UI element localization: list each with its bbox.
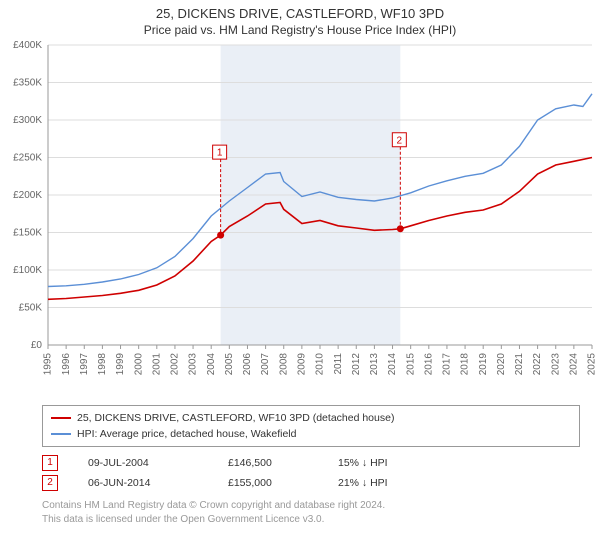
svg-text:2004: 2004 xyxy=(206,353,217,376)
svg-text:2017: 2017 xyxy=(442,353,453,376)
svg-text:£0: £0 xyxy=(31,340,43,351)
svg-text:2016: 2016 xyxy=(423,353,434,376)
svg-text:2011: 2011 xyxy=(333,353,344,375)
legend-item: HPI: Average price, detached house, Wake… xyxy=(51,426,571,442)
svg-text:2022: 2022 xyxy=(532,353,543,376)
svg-text:2010: 2010 xyxy=(315,353,326,376)
legend-swatch xyxy=(51,417,71,419)
legend-label: 25, DICKENS DRIVE, CASTLEFORD, WF10 3PD … xyxy=(77,410,394,426)
svg-text:£100K: £100K xyxy=(13,265,42,276)
svg-text:2024: 2024 xyxy=(569,353,580,376)
svg-text:1995: 1995 xyxy=(43,353,54,376)
svg-text:2015: 2015 xyxy=(405,353,416,376)
svg-text:2009: 2009 xyxy=(297,353,308,376)
svg-text:2014: 2014 xyxy=(387,353,398,376)
sale-marker-box: 2 xyxy=(42,475,58,491)
chart-plot-area: £0 £50K £100K £150K £200K £250K £300K £350K £400… xyxy=(0,41,600,401)
sale-date: 09-JUL-2004 xyxy=(88,453,198,473)
svg-text:2: 2 xyxy=(397,135,403,146)
sale-delta: 21% ↓ HPI xyxy=(338,473,428,493)
sale-marker-box: 1 xyxy=(42,455,58,471)
svg-text:2005: 2005 xyxy=(224,353,235,376)
sales-row: 2 06-JUN-2014 £155,000 21% ↓ HPI xyxy=(42,473,580,493)
svg-text:2021: 2021 xyxy=(514,353,525,376)
chart-subtitle: Price paid vs. HM Land Registry's House … xyxy=(0,21,600,41)
attribution-line: This data is licensed under the Open Gov… xyxy=(42,513,580,527)
legend-item: 25, DICKENS DRIVE, CASTLEFORD, WF10 3PD … xyxy=(51,410,571,426)
sale-delta: 15% ↓ HPI xyxy=(338,453,428,473)
svg-text:2018: 2018 xyxy=(460,353,471,376)
svg-text:£150K: £150K xyxy=(13,228,42,239)
legend-label: HPI: Average price, detached house, Wake… xyxy=(77,426,296,442)
svg-text:£350K: £350K xyxy=(13,78,42,89)
svg-text:2019: 2019 xyxy=(478,353,489,376)
svg-text:2008: 2008 xyxy=(278,353,289,376)
svg-text:2007: 2007 xyxy=(260,353,271,376)
legend-box: 25, DICKENS DRIVE, CASTLEFORD, WF10 3PD … xyxy=(42,405,580,447)
chart-container: 25, DICKENS DRIVE, CASTLEFORD, WF10 3PD … xyxy=(0,0,600,527)
svg-text:£250K: £250K xyxy=(13,153,42,164)
svg-text:2002: 2002 xyxy=(170,353,181,376)
svg-text:2013: 2013 xyxy=(369,353,380,376)
chart-title: 25, DICKENS DRIVE, CASTLEFORD, WF10 3PD xyxy=(0,0,600,21)
svg-text:2012: 2012 xyxy=(351,353,362,376)
svg-text:£200K: £200K xyxy=(13,190,42,201)
svg-text:2020: 2020 xyxy=(496,353,507,376)
svg-text:£300K: £300K xyxy=(13,115,42,126)
svg-text:2001: 2001 xyxy=(151,353,162,376)
attribution-text: Contains HM Land Registry data © Crown c… xyxy=(42,499,580,527)
attribution-line: Contains HM Land Registry data © Crown c… xyxy=(42,499,580,513)
svg-text:1: 1 xyxy=(217,148,223,159)
svg-text:£50K: £50K xyxy=(19,303,43,314)
sales-row: 1 09-JUL-2004 £146,500 15% ↓ HPI xyxy=(42,453,580,473)
svg-text:2023: 2023 xyxy=(550,353,561,376)
sales-table: 1 09-JUL-2004 £146,500 15% ↓ HPI 2 06-JU… xyxy=(42,453,580,493)
svg-text:2006: 2006 xyxy=(242,353,253,376)
sale-price: £155,000 xyxy=(228,473,308,493)
svg-text:2003: 2003 xyxy=(188,353,199,376)
svg-text:£400K: £400K xyxy=(13,41,42,51)
svg-text:2025: 2025 xyxy=(587,353,598,376)
svg-text:1999: 1999 xyxy=(115,353,126,376)
svg-text:1997: 1997 xyxy=(79,353,90,376)
svg-text:1998: 1998 xyxy=(97,353,108,376)
sale-date: 06-JUN-2014 xyxy=(88,473,198,493)
svg-text:1996: 1996 xyxy=(61,353,72,376)
chart-svg: £0 £50K £100K £150K £200K £250K £300K £350K £400… xyxy=(0,41,600,401)
sale-price: £146,500 xyxy=(228,453,308,473)
svg-text:2000: 2000 xyxy=(133,353,144,376)
legend-swatch xyxy=(51,433,71,435)
